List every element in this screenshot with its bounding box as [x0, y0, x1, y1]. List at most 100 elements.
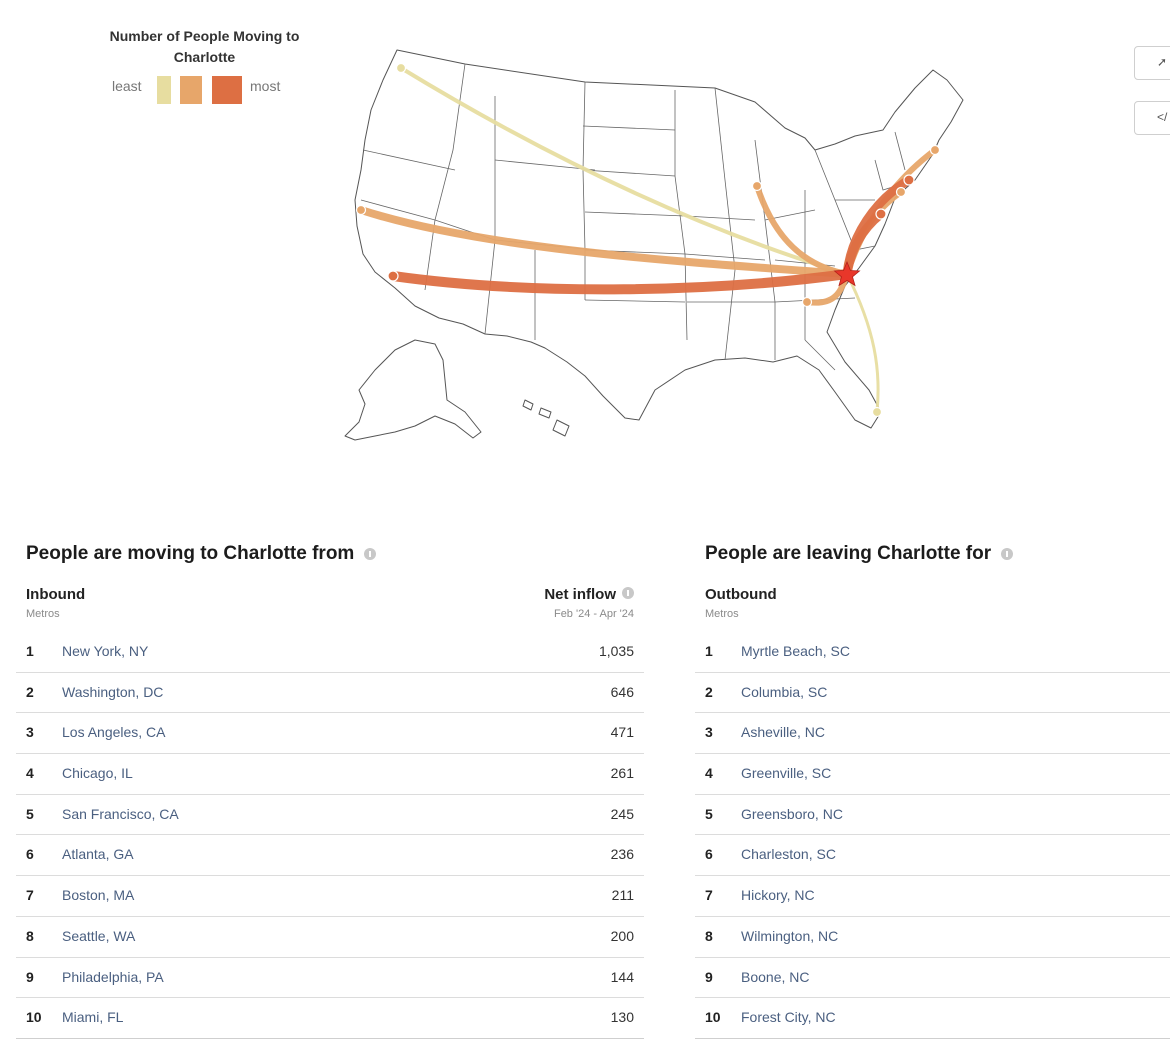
hawaii-outline — [522, 399, 570, 437]
origin-dot-boston — [929, 144, 941, 156]
row-rank: 5 — [26, 805, 34, 822]
row-rank: 3 — [705, 724, 713, 741]
row-rank: 5 — [705, 805, 713, 822]
inbound-label: Inbound — [26, 586, 86, 603]
metro-link[interactable]: Forest City, NC — [741, 1009, 836, 1026]
metro-link[interactable]: Los Angeles, CA — [62, 724, 166, 741]
origin-dot-philadelphia — [895, 186, 907, 198]
inbound-title: People are moving to Charlotte from — [16, 540, 644, 568]
legend-most-label: most — [250, 78, 281, 94]
row-rank: 7 — [26, 887, 34, 904]
outbound-label: Outbound — [705, 586, 777, 603]
origin-dot-losangeles — [387, 270, 399, 282]
outbound-panel: People are leaving Charlotte for Outboun… — [695, 540, 1170, 1039]
metro-link[interactable]: Philadelphia, PA — [62, 968, 164, 985]
row-rank: 6 — [26, 846, 34, 863]
row-rank: 10 — [26, 1009, 42, 1026]
metro-link[interactable]: Miami, FL — [62, 1009, 124, 1026]
row-rank: 7 — [705, 887, 713, 904]
legend-swatch-mid — [180, 76, 202, 104]
info-icon[interactable] — [622, 587, 634, 599]
inbound-table: 1 New York, NY 1,035 2 Washington, DC 646 3 Los… — [16, 632, 644, 1039]
metro-link[interactable]: Boston, MA — [62, 887, 135, 904]
row-rank: 9 — [705, 968, 713, 985]
net-inflow-value: 1,035 — [598, 643, 634, 659]
metro-link[interactable]: Wilmington, NC — [741, 927, 839, 944]
share-button[interactable]: ➚ — [1134, 46, 1170, 80]
net-inflow-value: 471 — [610, 724, 634, 741]
metro-link[interactable]: Myrtle Beach, SC — [741, 643, 850, 659]
origin-dot-sanfrancisco — [355, 204, 367, 216]
metro-link[interactable]: Greensboro, NC — [741, 805, 843, 822]
legend-scale: least most — [92, 72, 317, 104]
row-rank: 8 — [705, 927, 713, 944]
table-row: 8 Wilmington, NC — [695, 917, 1170, 958]
metro-link[interactable]: Washington, DC — [62, 683, 164, 700]
metro-link[interactable]: Seattle, WA — [62, 927, 136, 944]
metro-link[interactable]: Chicago, IL — [62, 765, 133, 782]
metro-link[interactable]: San Francisco, CA — [62, 805, 179, 822]
origin-dots — [355, 62, 941, 418]
embed-button[interactable]: </ — [1134, 101, 1170, 135]
row-rank: 1 — [26, 643, 34, 659]
row-rank: 3 — [26, 724, 34, 741]
legend-swatch-most — [212, 76, 242, 104]
legend-title: Number of People Moving to Charlotte — [109, 28, 300, 65]
origin-dot-atlanta — [801, 296, 813, 308]
table-row: 1 New York, NY 1,035 — [16, 632, 644, 673]
flow-chicago — [754, 183, 850, 277]
table-row: 9 Boone, NC — [695, 958, 1170, 999]
table-row: 6 Atlanta, GA 236 — [16, 835, 644, 877]
metro-link[interactable]: Greenville, SC — [741, 765, 832, 782]
row-rank: 2 — [26, 683, 34, 700]
table-row: 7 Hickory, NC — [695, 876, 1170, 917]
table-row: 4 Chicago, IL 261 — [16, 754, 644, 795]
table-row: 7 Boston, MA 211 — [16, 876, 644, 917]
charlotte-star-icon — [833, 260, 861, 287]
inbound-sublabel: Metros — [26, 608, 60, 620]
net-inflow-value: 261 — [610, 765, 634, 782]
table-row: 2 Columbia, SC — [695, 673, 1170, 714]
table-row: 2 Washington, DC 646 — [16, 673, 644, 714]
metro-link[interactable]: New York, NY — [62, 643, 149, 659]
metro-link[interactable]: Charleston, SC — [741, 846, 836, 863]
embed-icon: </ — [1157, 110, 1168, 124]
metro-link[interactable]: Hickory, NC — [741, 887, 815, 904]
origin-dot-seattle — [395, 62, 407, 74]
net-inflow-value: 130 — [610, 1009, 634, 1026]
origin-dot-washington — [875, 208, 887, 220]
net-inflow-header: Net inflow — [544, 586, 634, 603]
us-outline — [354, 49, 964, 429]
metro-link[interactable]: Columbia, SC — [741, 683, 828, 700]
map-legend: Number of People Moving to Charlotte lea… — [92, 26, 317, 104]
row-rank: 4 — [26, 765, 34, 782]
metro-link[interactable]: Atlanta, GA — [62, 846, 134, 863]
net-inflow-value: 245 — [610, 805, 634, 822]
table-row: 6 Charleston, SC — [695, 835, 1170, 877]
inbound-panel: People are moving to Charlotte from Inbo… — [16, 540, 644, 1039]
table-row: 8 Seattle, WA 200 — [16, 917, 644, 958]
origin-dot-newyork — [903, 174, 915, 186]
flow-miami — [845, 272, 880, 414]
info-icon[interactable] — [1001, 548, 1014, 560]
table-row: 4 Greenville, SC — [695, 754, 1170, 795]
table-row: 5 San Francisco, CA 245 — [16, 795, 644, 836]
table-row: 3 Asheville, NC — [695, 713, 1170, 755]
table-row: 5 Greensboro, NC — [695, 795, 1170, 836]
info-icon[interactable] — [364, 548, 377, 560]
net-inflow-period: Feb '24 - Apr '24 — [553, 608, 634, 620]
table-row: 10 Miami, FL 130 — [16, 998, 644, 1039]
row-rank: 9 — [26, 968, 34, 985]
row-rank: 8 — [26, 927, 34, 944]
row-rank: 1 — [705, 643, 713, 659]
flow-losangeles — [388, 269, 852, 295]
table-row: 10 Forest City, NC — [695, 998, 1170, 1039]
outbound-title: People are leaving Charlotte for — [695, 540, 1170, 568]
row-rank: 6 — [705, 846, 713, 863]
net-inflow-value: 200 — [610, 927, 634, 944]
alaska-outline — [344, 339, 482, 441]
origin-dot-miami — [871, 406, 883, 418]
metro-link[interactable]: Boone, NC — [741, 968, 810, 985]
metro-link[interactable]: Asheville, NC — [741, 724, 826, 741]
origin-dot-chicago — [751, 180, 763, 192]
